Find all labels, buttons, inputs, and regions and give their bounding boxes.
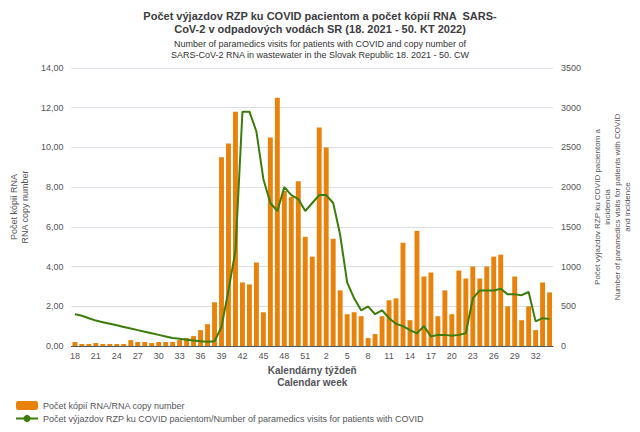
svg-text:Počet kópií RNA: Počet kópií RNA (9, 174, 19, 240)
svg-text:Počet kópií RNA/RNA copy numbe: Počet kópií RNA/RNA copy number (43, 401, 185, 411)
svg-text:2: 2 (324, 351, 329, 361)
svg-text:1000: 1000 (561, 262, 581, 272)
svg-text:21: 21 (91, 351, 101, 361)
svg-text:39: 39 (216, 351, 226, 361)
svg-text:24: 24 (112, 351, 122, 361)
svg-text:11: 11 (384, 351, 393, 361)
svg-text:6,00: 6,00 (46, 222, 64, 232)
svg-text:42: 42 (237, 351, 247, 361)
svg-text:23: 23 (468, 351, 478, 361)
svg-text:17: 17 (426, 351, 436, 361)
svg-text:Počet výjazdov RZP ku COVID pa: Počet výjazdov RZP ku COVID pacientom/Nu… (43, 414, 424, 424)
svg-text:8,00: 8,00 (46, 182, 64, 192)
svg-text:26: 26 (489, 351, 499, 361)
svg-text:5: 5 (345, 351, 350, 361)
svg-text:14: 14 (405, 351, 415, 361)
svg-text:33: 33 (175, 351, 185, 361)
svg-text:Kalendárny týždeň: Kalendárny týždeň (268, 365, 357, 376)
svg-text:Number of paramedics visits fo: Number of paramedics visits for patients… (174, 39, 467, 49)
svg-text:2500: 2500 (561, 142, 581, 152)
svg-text:3500: 3500 (561, 63, 581, 73)
svg-text:RNA copy number: RNA copy number (20, 170, 30, 243)
svg-text:48: 48 (279, 351, 289, 361)
svg-text:0: 0 (561, 341, 566, 351)
svg-text:36: 36 (196, 351, 206, 361)
svg-text:2,00: 2,00 (46, 301, 64, 311)
svg-text:51: 51 (300, 351, 310, 361)
svg-text:Number of paramedics visits fo: Number of paramedics visits for patients… (613, 113, 622, 300)
svg-text:1500: 1500 (561, 222, 581, 232)
svg-text:3000: 3000 (561, 103, 581, 113)
svg-text:27: 27 (133, 351, 143, 361)
svg-text:12,00: 12,00 (41, 103, 64, 113)
svg-text:incidencia: incidencia (603, 189, 612, 225)
svg-text:and incidence: and incidence (623, 182, 632, 232)
svg-text:500: 500 (561, 301, 576, 311)
svg-text:20: 20 (447, 351, 457, 361)
svg-text:32: 32 (531, 351, 541, 361)
svg-text:2000: 2000 (561, 182, 581, 192)
svg-text:8: 8 (366, 351, 371, 361)
svg-text:Počet výjazdov RZP ku COVID pa: Počet výjazdov RZP ku COVID pacientom a … (143, 10, 497, 22)
svg-text:10,00: 10,00 (41, 142, 64, 152)
svg-text:SARS-CoV-2 RNA in wastewater i: SARS-CoV-2 RNA in wastewater in the Slov… (171, 50, 470, 60)
svg-text:Calendar week: Calendar week (277, 377, 347, 388)
svg-text:29: 29 (510, 351, 520, 361)
svg-text:Počet výjazdov RZP ku COVID pa: Počet výjazdov RZP ku COVID pacientom a (593, 128, 602, 284)
svg-text:CoV-2 v odpadových vodách SR (: CoV-2 v odpadových vodách SR (18. 2021 -… (174, 23, 466, 35)
svg-text:0,00: 0,00 (46, 341, 64, 351)
svg-text:4,00: 4,00 (46, 262, 64, 272)
svg-text:18: 18 (70, 351, 80, 361)
svg-text:45: 45 (258, 351, 268, 361)
svg-text:30: 30 (154, 351, 164, 361)
svg-text:14,00: 14,00 (41, 63, 64, 73)
